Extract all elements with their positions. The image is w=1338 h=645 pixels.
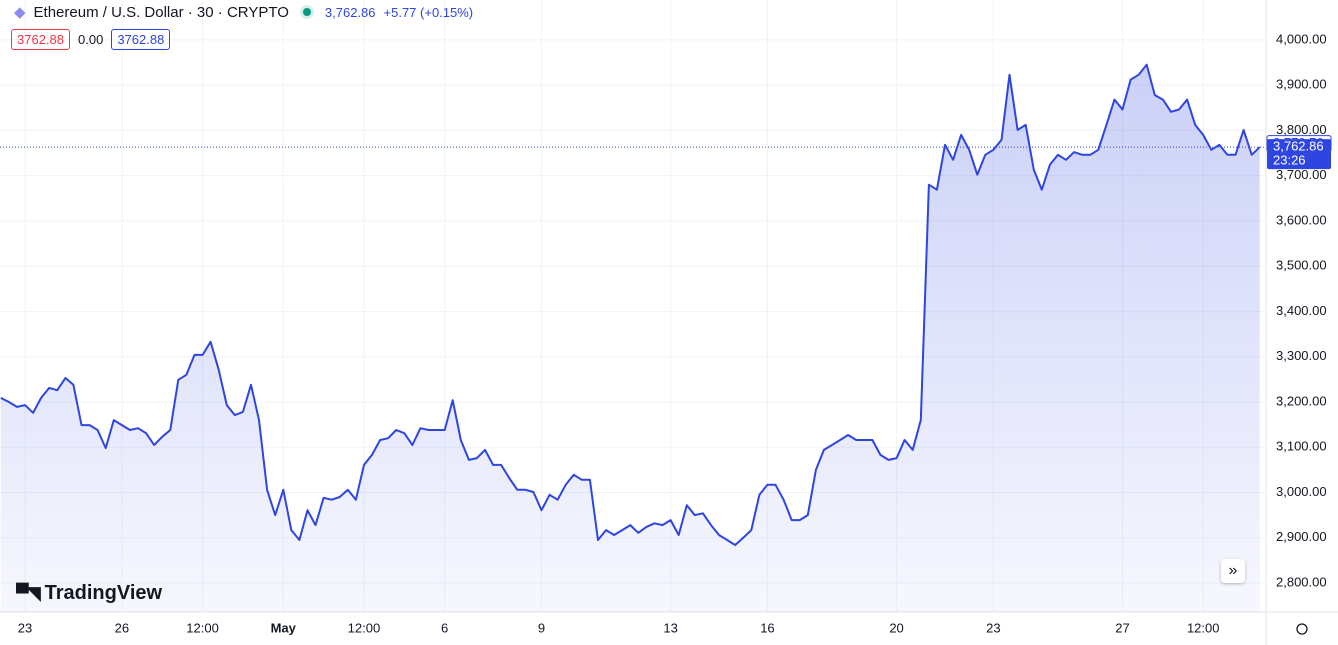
x-tick-label: 27 [1115,620,1129,635]
price: 3,762.86 [324,4,376,20]
last-price-label: 3,762.86 [1273,139,1324,154]
y-tick-label: 3,700.00 [1276,167,1327,182]
x-tick-label: 16 [760,620,774,635]
y-tick-label: 3,600.00 [1276,212,1327,227]
x-tick-label: 13 [663,620,677,635]
x-tick-label: 20 [889,620,903,635]
y-tick-label: 3,200.00 [1276,393,1327,408]
x-tick-label: 6 [441,620,448,635]
header: ◆ Ethereum / U.S. Dollar · 30 · CRYPTO 3… [14,3,474,22]
logo[interactable]: ▀◥ TradingView [16,582,162,605]
plot [0,63,1266,612]
sell-box[interactable]: 3762.88 [11,29,70,50]
y-tick-label: 2,800.00 [1276,574,1327,589]
logo-mark: ▀◥ [16,583,41,603]
settings-icon[interactable] [1296,623,1308,635]
area-fill [0,64,1260,612]
buy-box[interactable]: 3762.88 [111,29,171,50]
x-tick-label: 12:00 [348,620,381,635]
y-tick-label: 4,000.00 [1276,31,1327,46]
change: +5.77 (+0.15%) [383,4,474,20]
price-line [0,63,1261,546]
x-tick-label: May [271,620,297,635]
symbol[interactable]: Ethereum / U.S. Dollar · 30 · CRYPTO [33,3,289,21]
x-tick-label: 12:00 [186,620,219,635]
y-tick-label: 3,800.00 [1276,122,1327,137]
last-price-box [1267,139,1331,170]
eth-icon: ◆ [14,4,26,21]
y-tick-label: 2,900.00 [1276,529,1327,544]
x-tick-label: 26 [115,620,129,635]
countdown: 23:26 [1273,153,1306,168]
spread: 0.00 [78,32,104,47]
market-status [302,8,311,16]
order-boxes: 3762.88 0.00 3762.88 [11,29,171,50]
x-tick-label: 12:00 [1187,620,1220,635]
y-tick-label: 3,400.00 [1276,303,1327,318]
y-tick-label: 3,500.00 [1276,258,1327,273]
logo-text: TradingView [44,582,163,604]
x-tick-label: 9 [538,620,545,635]
y-tick-label: 3,300.00 [1276,348,1327,363]
scroll-to-realtime[interactable]: » [1221,559,1245,583]
y-tick-label: 3,900.00 [1276,77,1327,92]
y-tick-label: 3,100.00 [1276,439,1327,454]
x-tick-label: 23 [986,620,1000,635]
x-tick-label: 23 [18,620,32,635]
y-tick-label: 3,000.00 [1276,484,1327,499]
axes: 2,800.00 2,900.00 3,000.00 3,100.00 3,200.00… [18,31,1332,635]
